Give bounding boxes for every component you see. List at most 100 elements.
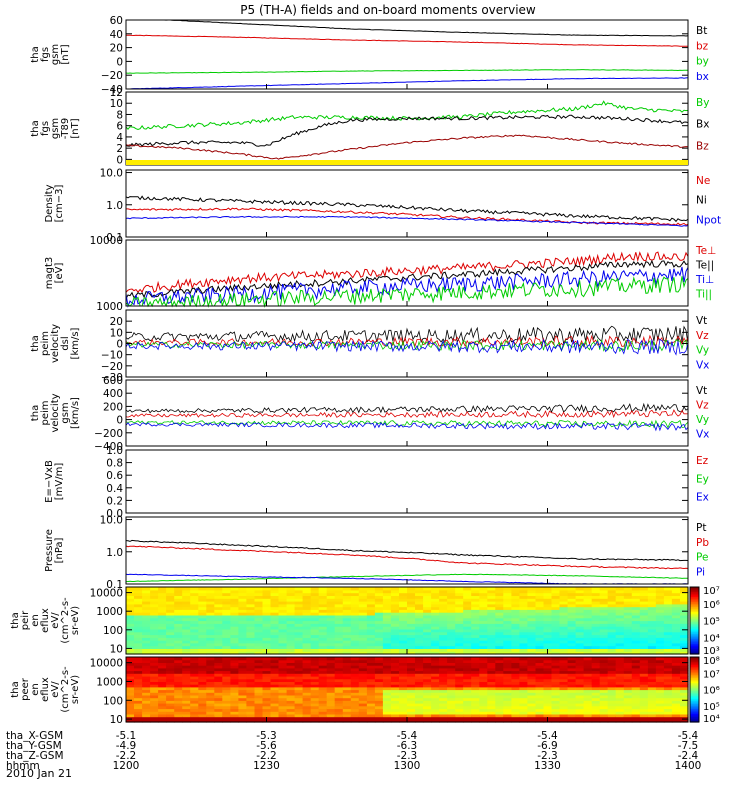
heatmap-cell-electron_spectrogram-8-8 [190, 697, 199, 701]
heatmap-cell-electron_spectrogram-1-3 [134, 711, 143, 715]
heatmap-cell-ion_spectrogram-15-4 [246, 640, 255, 644]
heatmap-cell-electron_spectrogram-12-4 [222, 708, 231, 712]
heatmap-cell-electron_spectrogram-19-21 [278, 662, 288, 666]
heatmap-cell-electron_spectrogram-66-17 [655, 673, 665, 677]
heatmap-cell-ion_spectrogram-51-14 [535, 612, 545, 616]
heatmap-cell-ion_spectrogram-35-8 [407, 628, 416, 633]
heatmap-cell-electron_spectrogram-37-21 [423, 662, 432, 666]
heatmap-cell-electron_spectrogram-21-23 [294, 657, 304, 661]
heatmap-cell-electron_spectrogram-45-13 [487, 684, 496, 688]
heatmap-cell-electron_spectrogram-34-2 [399, 713, 408, 718]
heatmap-cell-ion_spectrogram-8-23 [190, 587, 199, 591]
heatmap-cell-ion_spectrogram-66-23 [655, 587, 665, 591]
heatmap-cell-ion_spectrogram-41-9 [455, 626, 464, 630]
heatmap-cell-electron_spectrogram-65-16 [647, 676, 657, 680]
heatmap-cell-ion_spectrogram-55-8 [567, 628, 577, 633]
heatmap-cell-electron_spectrogram-66-13 [655, 684, 665, 688]
heatmap-cell-electron_spectrogram-32-5 [382, 705, 392, 710]
plot-title: P5 (TH-A) fields and on-board moments ov… [240, 3, 536, 17]
heatmap-cell-electron_spectrogram-11-10 [214, 692, 223, 696]
heatmap-cell-electron_spectrogram-8-5 [190, 705, 199, 710]
heatmap-cell-electron_spectrogram-6-8 [174, 697, 183, 701]
heatmap-cell-electron_spectrogram-47-10 [503, 692, 512, 696]
heatmap-cell-ion_spectrogram-13-8 [230, 628, 239, 633]
heatmap-cell-electron_spectrogram-54-5 [559, 705, 569, 710]
heatmap-cell-electron_spectrogram-38-18 [431, 670, 440, 674]
heatmap-cell-electron_spectrogram-46-14 [495, 681, 504, 685]
heatmap-cell-ion_spectrogram-55-22 [567, 589, 577, 594]
heatmap-cell-ion_spectrogram-51-22 [535, 589, 545, 594]
heatmap-cell-electron_spectrogram-29-14 [358, 681, 368, 685]
y-tick-label-temperature-1: 1000 [96, 301, 123, 313]
heatmap-cell-ion_spectrogram-33-20 [390, 595, 400, 599]
heatmap-cell-electron_spectrogram-65-19 [647, 667, 657, 672]
heatmap-cell-ion_spectrogram-21-17 [294, 603, 304, 608]
x-axis-value-0-1: -5.3 [256, 730, 277, 742]
heatmap-cell-electron_spectrogram-69-12 [680, 686, 689, 691]
heatmap-cell-ion_spectrogram-7-15 [182, 609, 191, 613]
heatmap-cell-electron_spectrogram-21-14 [294, 681, 304, 685]
heatmap-cell-electron_spectrogram-64-12 [639, 686, 649, 691]
heatmap-cell-ion_spectrogram-51-23 [535, 587, 545, 591]
heatmap-cell-electron_spectrogram-21-16 [294, 676, 304, 680]
heatmap-cell-ion_spectrogram-51-20 [535, 595, 545, 599]
heatmap-cell-ion_spectrogram-68-7 [671, 631, 681, 636]
heatmap-cell-ion_spectrogram-16-11 [254, 620, 264, 624]
heatmap-cell-electron_spectrogram-56-12 [575, 686, 585, 691]
heatmap-cell-electron_spectrogram-8-23 [190, 657, 199, 661]
heatmap-cell-electron_spectrogram-20-8 [286, 697, 296, 701]
heatmap-cell-ion_spectrogram-23-22 [310, 589, 320, 594]
colorbar-cell-electron_spectrogram-30 [690, 705, 699, 708]
heatmap-cell-electron_spectrogram-20-11 [286, 689, 296, 693]
heatmap-cell-electron_spectrogram-20-2 [286, 713, 296, 718]
heatmap-cell-electron_spectrogram-5-20 [166, 665, 175, 669]
heatmap-cell-electron_spectrogram-43-10 [471, 692, 480, 696]
heatmap-cell-electron_spectrogram-17-7 [262, 700, 272, 704]
heatmap-cell-ion_spectrogram-29-22 [358, 589, 368, 594]
heatmap-cell-ion_spectrogram-4-10 [158, 623, 167, 627]
heatmap-cell-ion_spectrogram-46-7 [495, 631, 504, 636]
colorbar-cell-electron_spectrogram-8 [690, 670, 699, 673]
heatmap-cell-electron_spectrogram-30-1 [366, 716, 376, 720]
heatmap-cell-electron_spectrogram-4-13 [158, 684, 167, 688]
heatmap-cell-ion_spectrogram-67-1 [663, 648, 673, 652]
heatmap-cell-electron_spectrogram-68-9 [671, 694, 681, 699]
heatmap-cell-ion_spectrogram-69-19 [680, 598, 689, 602]
heatmap-cell-ion_spectrogram-23-14 [310, 612, 320, 616]
y-axis-label-line-velocity_gsm-3: gsm [60, 402, 71, 423]
heatmap-cell-ion_spectrogram-69-1 [680, 648, 689, 652]
heatmap-cell-ion_spectrogram-36-8 [415, 628, 424, 633]
heatmap-cell-ion_spectrogram-0-20 [126, 595, 135, 599]
heatmap-cell-ion_spectrogram-27-3 [342, 642, 352, 647]
heatmap-cell-electron_spectrogram-24-5 [318, 705, 328, 710]
heatmap-cell-ion_spectrogram-42-0 [463, 651, 472, 655]
heatmap-cell-electron_spectrogram-23-22 [310, 659, 320, 663]
heatmap-cell-electron_spectrogram-5-2 [166, 713, 175, 718]
heatmap-cell-electron_spectrogram-62-4 [623, 708, 633, 712]
heatmap-cell-ion_spectrogram-57-6 [583, 634, 593, 638]
heatmap-cell-ion_spectrogram-27-20 [342, 595, 352, 599]
heatmap-cell-ion_spectrogram-4-8 [158, 628, 167, 633]
y-tick-label-ion_spectrogram-3: 10 [110, 643, 123, 655]
heatmap-cell-electron_spectrogram-48-19 [511, 667, 520, 672]
heatmap-cell-ion_spectrogram-21-11 [294, 620, 304, 624]
heatmap-cell-ion_spectrogram-59-8 [599, 628, 609, 633]
heatmap-cell-electron_spectrogram-67-4 [663, 708, 673, 712]
heatmap-cell-ion_spectrogram-43-6 [471, 634, 480, 638]
heatmap-cell-ion_spectrogram-52-4 [543, 640, 553, 644]
heatmap-cell-ion_spectrogram-7-21 [182, 592, 191, 596]
heatmap-cell-electron_spectrogram-66-9 [655, 694, 665, 699]
heatmap-cell-electron_spectrogram-32-4 [382, 708, 392, 712]
heatmap-cell-ion_spectrogram-57-14 [583, 612, 593, 616]
colorbar-tick-label-electron_spectrogram-4: 10⁴ [703, 714, 720, 725]
heatmap-cell-electron_spectrogram-11-21 [214, 662, 223, 666]
heatmap-cell-ion_spectrogram-20-6 [286, 634, 296, 638]
heatmap-cell-ion_spectrogram-31-1 [374, 648, 384, 652]
heatmap-cell-ion_spectrogram-52-18 [543, 601, 553, 605]
heatmap-cell-electron_spectrogram-46-22 [495, 659, 504, 663]
heatmap-cell-ion_spectrogram-59-13 [599, 614, 609, 619]
heatmap-cell-ion_spectrogram-56-14 [575, 612, 585, 616]
heatmap-cell-electron_spectrogram-28-4 [350, 708, 360, 712]
heatmap-cell-electron_spectrogram-12-14 [222, 681, 231, 685]
heatmap-cell-ion_spectrogram-0-3 [126, 642, 135, 647]
